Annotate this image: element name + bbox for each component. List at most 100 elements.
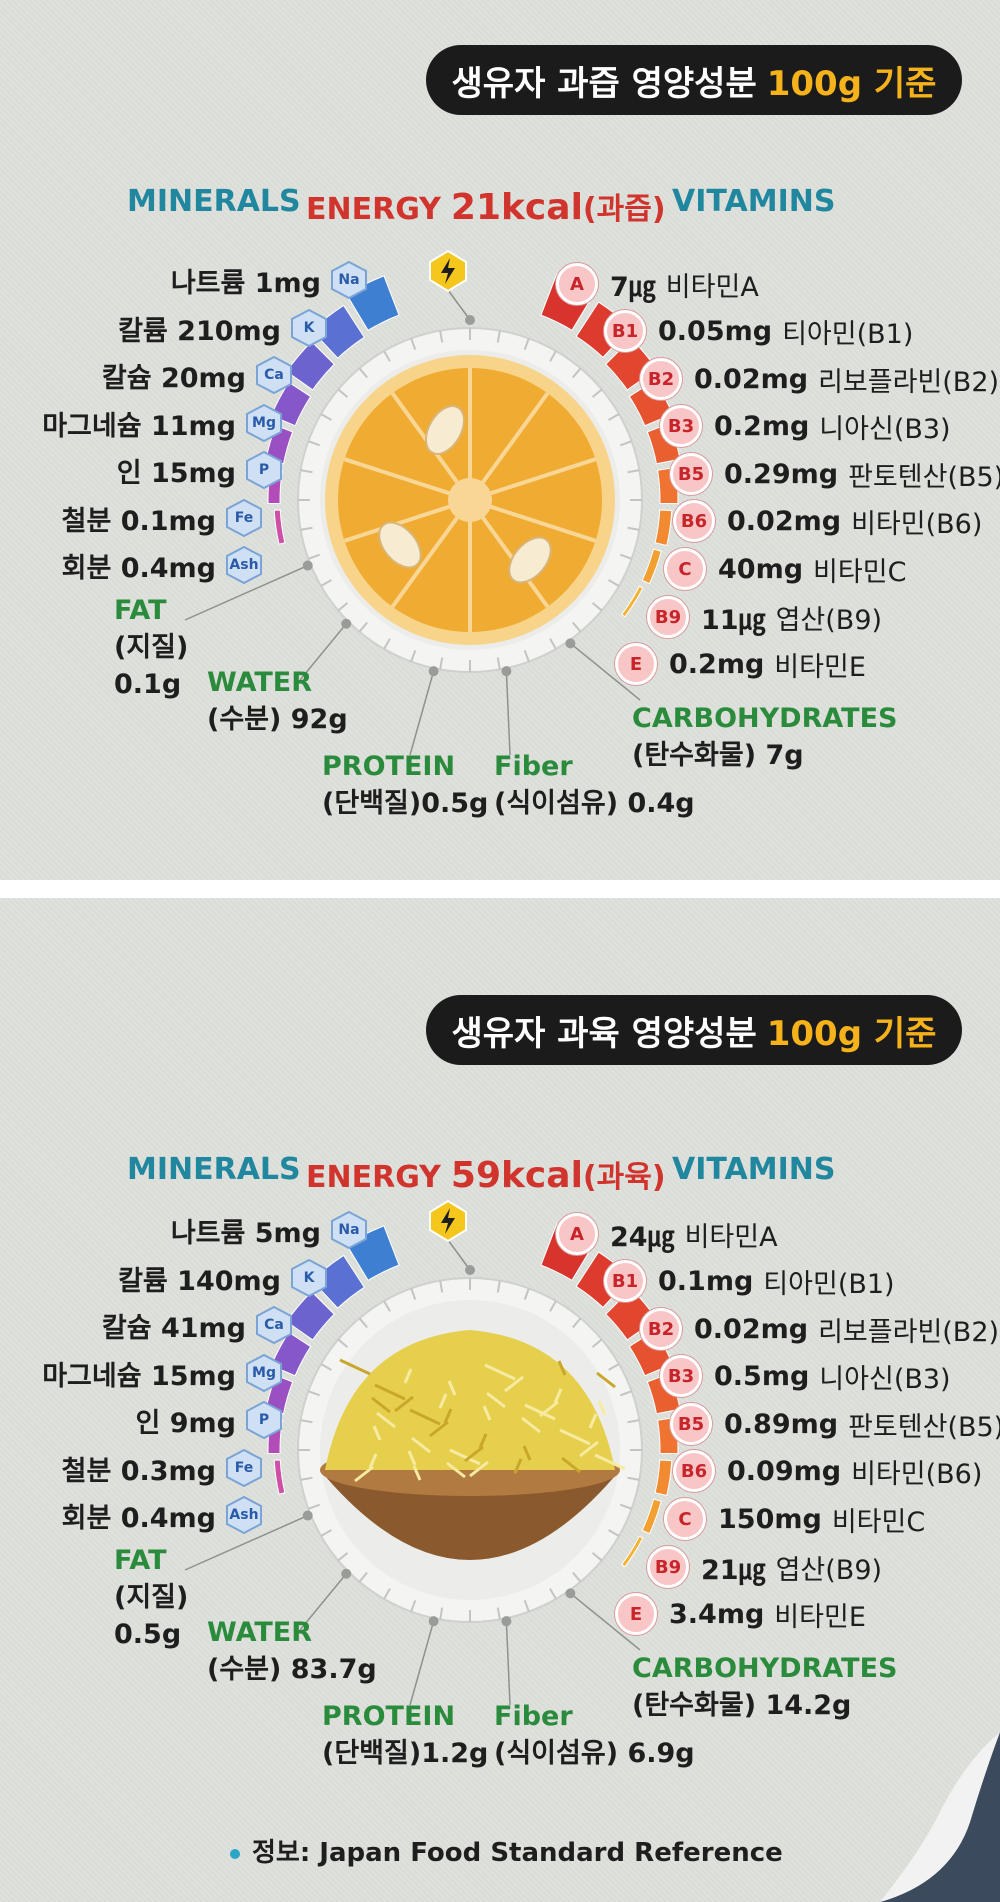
protein-leader-dot — [428, 1616, 439, 1627]
wheel-tick — [591, 602, 603, 612]
mineral-ash: 회분 0.4mg Ash — [62, 1495, 262, 1535]
wheel-tick — [300, 526, 313, 531]
mineral-badge-text: Ca — [264, 1317, 284, 1333]
bullet-icon — [230, 1848, 240, 1859]
mineral-na: 나트륨 5mg Na — [171, 1210, 367, 1250]
vitamin-badge-icon: B1 — [604, 1260, 646, 1302]
wheel-tick — [410, 1600, 417, 1612]
vitamin-name: 비타민E — [774, 651, 866, 683]
vitamin-b3: B3 0.2mg 니아신(B3) — [660, 405, 951, 447]
wheel-tick — [627, 526, 640, 531]
vitamin-b3: B3 0.5mg 니아신(B3) — [660, 1355, 951, 1397]
vitamin-badge-icon: C — [664, 1498, 706, 1540]
energy-heading: ENERGY 21kcal(과즙) — [306, 184, 666, 228]
wheel-tick — [308, 553, 320, 560]
wheel-tick — [572, 1317, 582, 1329]
fiber-label: Fiber (식이섬유) 6.9g — [494, 1698, 695, 1772]
flesh-chart: 생유자 과육 영양성분 100g 기준 MINERALS ENERGY 59kcal(과… — [0, 950, 1000, 1830]
fiber-name: Fiber — [494, 1701, 573, 1732]
lightning-bolt-icon — [429, 249, 467, 293]
vitamin-name: 리보플라빈(B2) — [818, 1316, 1000, 1348]
vitamin-a: A 7㎍ 비타민A — [556, 263, 759, 305]
wheel-tick — [358, 1317, 368, 1329]
mineral-ca: 칼슘 41mg Ca — [102, 1305, 292, 1345]
wheel-tick — [439, 1607, 444, 1620]
mineral-k: 칼륨 210mg K — [118, 308, 327, 348]
vitamin-value: 7㎍ — [610, 271, 656, 303]
vitamin-badge-icon: A — [556, 1213, 598, 1255]
mineral-na: 나트륨 1mg Na — [171, 260, 367, 300]
vitamin-badge-icon: C — [664, 548, 706, 590]
category-header: MINERALS ENERGY 21kcal(과즙) VITAMINS — [0, 172, 1000, 232]
vitamin-badge-icon: A — [556, 263, 598, 305]
vitamin-badge-text: B6 — [680, 510, 708, 532]
mineral-label: 나트륨 1mg — [170, 267, 321, 299]
mineral-hex-icon: Na — [331, 1211, 367, 1249]
wheel-tick — [383, 638, 391, 650]
mineral-badge-text: K — [303, 1270, 315, 1286]
wheel-tick — [300, 469, 313, 474]
mineral-ca: 칼슘 20mg Ca — [102, 355, 292, 395]
fat-name: FAT — [114, 595, 167, 626]
wheel-tick — [620, 553, 632, 560]
title-basis: 100g 기준 — [766, 63, 937, 104]
vitamin-badge-text: A — [570, 273, 584, 295]
vitamin-b9: B9 11㎍ 엽산(B9) — [647, 596, 882, 638]
mineral-hex-icon: P — [246, 1401, 282, 1439]
vitamin-badge-icon: B5 — [670, 1403, 712, 1445]
vitamin-badge-text: B6 — [680, 1460, 708, 1482]
wheel-tick — [549, 1588, 557, 1600]
water-value: (수분) 83.7g — [207, 1654, 377, 1685]
fiber-value: (식이섬유) 6.9g — [494, 1738, 695, 1769]
vitamin-b2: B2 0.02mg 리보플라빈(B2) — [640, 1308, 1000, 1350]
title-main: 생유자 과즙 영양성분 — [451, 63, 757, 104]
vitamin-name: 엽산(B9) — [775, 1554, 883, 1586]
vitamin-badge-icon: B6 — [673, 1450, 715, 1492]
vitamin-badge-text: B3 — [667, 1365, 695, 1387]
fiber-name: Fiber — [494, 751, 573, 782]
vitamin-c: C 40mg 비타민C — [664, 548, 906, 590]
mineral-label: 회분 0.4mg — [61, 1502, 216, 1534]
mineral-hex-icon: Ash — [226, 1496, 262, 1534]
mineral-label: 인 15mg — [116, 457, 236, 489]
mineral-hex-icon: K — [291, 309, 327, 347]
vitamin-badge-text: C — [678, 1508, 692, 1530]
vitamin-name: 비타민E — [774, 1601, 866, 1633]
vitamin-badge-icon: B1 — [604, 310, 646, 352]
wheel-tick — [320, 579, 332, 587]
vitamin-name: 비타민(B6) — [851, 1458, 983, 1490]
wheel-tick — [337, 602, 349, 612]
mineral-badge-text: Ash — [229, 557, 259, 573]
vitamin-name: 니아신(B3) — [819, 413, 951, 445]
vitamin-value: 0.02mg — [727, 505, 842, 537]
mineral-badge-text: Fe — [234, 1460, 254, 1476]
wheel-tick — [383, 1300, 391, 1312]
water-name: WATER — [207, 1617, 313, 1648]
energy-value: 21kcal — [450, 187, 583, 228]
mineral-label: 철분 0.1mg — [61, 505, 216, 537]
vitamin-badge-icon: B2 — [640, 1308, 682, 1350]
fat-label: FAT (지질) 0.1g — [114, 592, 188, 703]
wheel-tick — [572, 367, 582, 379]
mineral-fe: 철분 0.1mg Fe — [62, 498, 262, 538]
mineral-hex-icon: Mg — [246, 1354, 282, 1392]
fiber-leader — [505, 671, 511, 756]
vitamin-badge-icon: E — [615, 643, 657, 685]
water-label: WATER (수분) 83.7g — [207, 1614, 377, 1688]
protein-leader — [409, 670, 435, 756]
lightning-bolt-icon — [429, 1199, 467, 1243]
fat-sub: (지질) — [114, 632, 189, 663]
wheel-tick — [410, 1288, 417, 1300]
protein-value: (단백질)0.5g — [322, 788, 489, 819]
vitamin-name: 판토텐산(B5) — [848, 1411, 1000, 1443]
mineral-p: 인 15mg P — [117, 450, 282, 490]
mineral-label: 철분 0.3mg — [61, 1455, 216, 1487]
vitamin-name: 리보플라빈(B2) — [818, 366, 1000, 398]
vitamin-badge-text: E — [629, 653, 643, 675]
carbs-value: (탄수화물) 7g — [632, 740, 804, 771]
mineral-label: 회분 0.4mg — [61, 552, 216, 584]
mineral-bar-ca — [285, 1290, 335, 1341]
mineral-badge-text: P — [258, 1412, 270, 1428]
energy-note: (과즙) — [582, 192, 666, 227]
nutrient-wheel — [184, 273, 681, 756]
